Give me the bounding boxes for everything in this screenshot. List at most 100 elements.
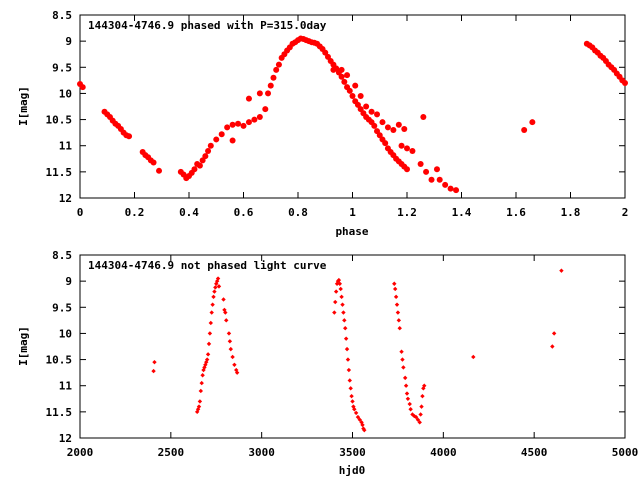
phased-plot-data-point <box>447 185 454 192</box>
lightcurve-plot-ytick-label: 12 <box>59 432 72 445</box>
phased-plot-title: 144304-4746.9 phased with P=315.0day <box>88 19 327 32</box>
lightcurve-plot-data-point <box>209 310 214 315</box>
lightcurve-plot-data-point <box>400 357 405 362</box>
phased-plot-data-point <box>395 121 402 128</box>
lightcurve-plot-data-point <box>200 373 205 378</box>
phased-plot-data-point <box>352 82 359 89</box>
lightcurve-plot-ytick-label: 8.5 <box>52 249 72 262</box>
lightcurve-plot-data-point <box>415 417 421 422</box>
lightcurve-plot-data-point <box>337 281 342 286</box>
lightcurve-plot-data-point <box>401 365 406 370</box>
lightcurve-plot-title: 144304-4746.9 not phased light curve <box>88 259 327 272</box>
lightcurve-plot-data-point <box>396 318 402 323</box>
phased-plot-data-point <box>262 106 269 113</box>
lightcurve-plot-ytick-label: 11.5 <box>46 406 73 419</box>
lightcurve-plot-data-point <box>208 320 213 326</box>
phased-plot-data-point <box>344 72 351 79</box>
lightcurve-plot-data-point <box>230 354 235 360</box>
phased-plot-ytick-label: 8.5 <box>52 9 72 22</box>
phased-plot-ylabel: I[mag] <box>17 86 30 126</box>
phased-plot-data-point <box>267 82 274 89</box>
phased-plot-data-point <box>270 74 277 81</box>
phased-plot-data-point <box>224 124 231 131</box>
lightcurve-plot-data-point <box>221 297 226 302</box>
phased-plot-data-point <box>341 78 348 85</box>
lightcurve-plot-data-point <box>205 352 211 357</box>
lightcurve-plot-data-point <box>420 393 425 399</box>
phased-plot-data-point <box>436 176 443 183</box>
lightcurve-plot-data-point <box>403 383 409 388</box>
lightcurve-plot-xlabel: hjd0 <box>339 464 366 477</box>
lightcurve-plot-data-point <box>342 318 347 323</box>
phased-plot-data-point <box>368 108 375 115</box>
lightcurve-plot-data-point <box>392 281 397 286</box>
lightcurve-plot-data-point <box>357 417 362 422</box>
phased-plot-data-point <box>409 147 416 154</box>
phased-plot-xlabel: phase <box>335 225 368 238</box>
lightcurve-plot-data-point <box>348 386 353 391</box>
lightcurve-plot-data-point <box>418 412 423 417</box>
lightcurve-plot-data-point <box>343 326 348 331</box>
lightcurve-plot-data-point <box>344 346 350 352</box>
phased-plot-data-point <box>357 93 364 100</box>
phased-plot-xtick-label: 0 <box>77 206 84 219</box>
phased-plot-data-point <box>390 127 397 134</box>
lightcurve-plot-data-point <box>197 399 203 404</box>
phased-plot-data-point <box>417 161 424 168</box>
lightcurve-plot-data-point <box>341 310 346 315</box>
lightcurve-plot-data-point <box>214 281 219 286</box>
lightcurve-plot-data-point <box>215 276 221 281</box>
phased-plot-data-point <box>404 145 410 152</box>
lightcurve-plot-xtick-label: 4000 <box>430 446 457 459</box>
lightcurve-plot-data-point <box>207 331 213 336</box>
phased-plot-data-point <box>229 137 236 144</box>
phased-plot-data-point <box>79 84 86 91</box>
lightcurve-plot-data-point <box>413 414 419 420</box>
lightcurve-plot-data-point <box>353 410 359 416</box>
phased-plot-xtick-label: 1 <box>349 206 356 219</box>
lightcurve-plot-data-point <box>339 294 344 300</box>
phased-plot-data-point <box>213 136 220 143</box>
lightcurve-plot-ticks: 2000 2500 3000 3500 4000 4500 5000 8.5 9 9.5 10 10.… <box>46 249 639 459</box>
lightcurve-plot-data-point <box>422 383 427 388</box>
lightcurve-plot-data-point <box>417 420 422 425</box>
phased-plot-data-point <box>346 87 353 94</box>
lightcurve-plot-data-point <box>352 407 357 412</box>
lightcurve-plot-data-point <box>227 339 233 344</box>
lightcurve-plot-data-point <box>336 277 342 283</box>
lightcurve-plot-data-point <box>216 284 222 289</box>
phased-plot-ticks: 0 0.2 0.4 0.6 0.8 1 1.2 1.4 1.6 1.8 2 8.5 9 9.5 10 10.5… <box>46 9 629 219</box>
lightcurve-plot-data-point <box>343 336 349 341</box>
phased-plot-data-point <box>205 147 212 154</box>
phased-plot-data-point <box>420 113 427 120</box>
phased-plot-data-point <box>442 181 449 188</box>
lightcurve-plot-data-point <box>151 368 156 374</box>
lightcurve-plot-data-point <box>340 302 345 307</box>
lightcurve-plot-data-point <box>199 380 204 386</box>
lightcurve-plot-xtick-label: 2000 <box>67 446 94 459</box>
phased-plot-ytick-label: 9 <box>65 35 72 48</box>
lightcurve-plot-data-point <box>228 346 233 352</box>
lightcurve-plot-data-point <box>345 357 351 362</box>
lightcurve-plot-data-point <box>392 286 398 292</box>
lightcurve-plot-data-point <box>350 399 355 404</box>
phased-plot-data-point <box>622 79 628 86</box>
phased-plot-data-point <box>275 61 282 68</box>
lightcurve-plot-data-point <box>407 401 412 407</box>
phased-plot-data-point <box>428 176 435 183</box>
phased-plot-xtick-label: 1.6 <box>506 206 526 219</box>
phased-plot-data-point <box>191 166 198 173</box>
phased-plot-xtick-label: 0.2 <box>125 206 145 219</box>
lightcurve-plot-data-point <box>402 375 408 381</box>
lightcurve-plot-data-point <box>232 362 237 367</box>
lightcurve-plot-data-point <box>399 349 404 354</box>
phased-plot-data-point <box>363 103 370 110</box>
lightcurve-plot-points <box>151 268 564 433</box>
phased-plot-xtick-label: 1.2 <box>397 206 417 219</box>
phased-plot: 144304-4746.9 phased with P=315.0day pha… <box>17 9 628 238</box>
lightcurve-plot-ytick-label: 10.5 <box>46 354 73 367</box>
phased-plot-data-point <box>404 166 410 173</box>
phased-plot-data-point <box>156 167 163 174</box>
